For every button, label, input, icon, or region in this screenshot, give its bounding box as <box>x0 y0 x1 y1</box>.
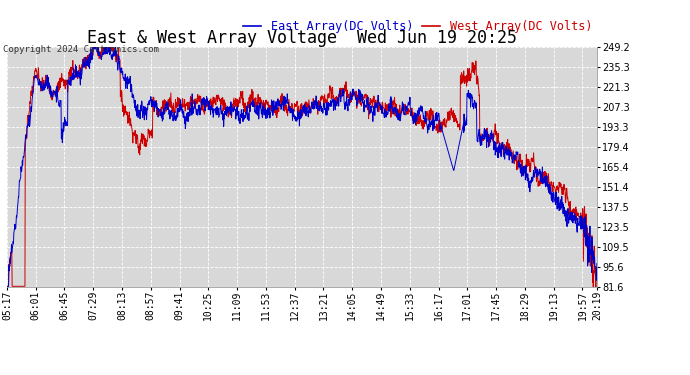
Title: East & West Array Voltage  Wed Jun 19 20:25: East & West Array Voltage Wed Jun 19 20:… <box>87 29 517 47</box>
Text: Copyright 2024 Cartronics.com: Copyright 2024 Cartronics.com <box>3 45 159 54</box>
Legend: East Array(DC Volts), West Array(DC Volts): East Array(DC Volts), West Array(DC Volt… <box>239 16 597 38</box>
